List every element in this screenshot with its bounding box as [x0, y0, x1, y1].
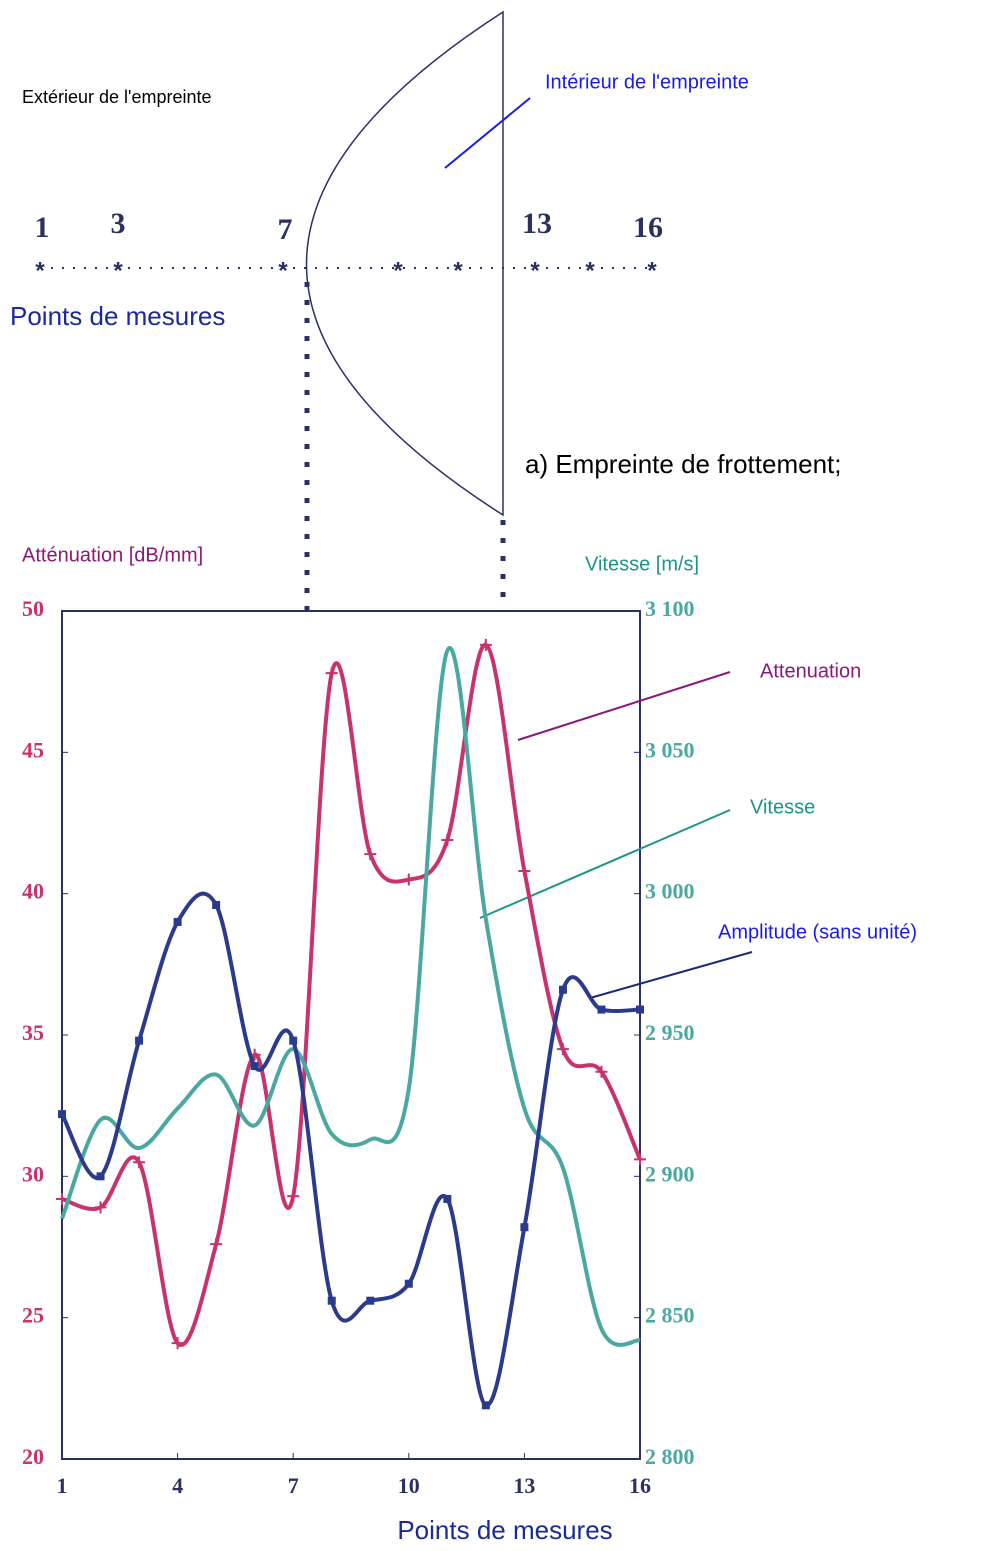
point-number: 13	[522, 207, 552, 240]
inside-label: Intérieur de l'empreinte	[545, 71, 749, 93]
point-marker	[636, 1005, 644, 1014]
x-tick-label: 7	[288, 1473, 299, 1498]
point-marker	[443, 1194, 452, 1203]
point-marker	[518, 865, 531, 878]
x-tick-label: 10	[398, 1473, 420, 1498]
x-axis-title: Points de mesures	[397, 1515, 612, 1545]
point-marker	[481, 1401, 490, 1410]
pointer	[589, 951, 753, 999]
point-marker	[556, 1043, 569, 1056]
point-marker	[135, 1036, 144, 1045]
series-annotation: Amplitude (sans unité)	[718, 921, 917, 943]
point-marker	[212, 900, 221, 909]
point-marker	[287, 1190, 300, 1203]
point-marker	[364, 848, 377, 861]
point-number: 16	[633, 211, 663, 244]
point-marker	[441, 833, 454, 846]
x-tick-label: 16	[629, 1473, 651, 1498]
point-marker	[250, 1062, 259, 1071]
point-marker	[173, 917, 182, 926]
y2-tick-label: 3 000	[645, 879, 695, 904]
asterisk: *	[647, 257, 657, 284]
series-line	[60, 646, 641, 1347]
point-marker	[595, 1065, 608, 1078]
point-marker	[479, 638, 492, 651]
x-tick-label: 1	[57, 1473, 68, 1498]
points-label: Points de mesures	[10, 301, 225, 331]
point-marker	[634, 1153, 646, 1166]
series-line	[60, 891, 641, 1408]
asterisk: *	[113, 257, 123, 284]
point-marker	[558, 985, 567, 994]
point-marker	[58, 1110, 66, 1119]
y-tick-label: 45	[22, 737, 44, 762]
asterisk: *	[585, 257, 595, 284]
point-marker	[366, 1296, 375, 1305]
y-tick-label: 35	[22, 1020, 44, 1045]
point-number: 1	[35, 211, 50, 244]
imprint-shape	[305, 10, 504, 517]
asterisk: *	[35, 257, 45, 284]
y2-tick-label: 3 050	[645, 737, 695, 762]
y-tick-label: 50	[22, 596, 44, 621]
point-marker	[327, 1296, 336, 1305]
y-tick-label: 25	[22, 1303, 44, 1328]
asterisks: * * * * * * * *	[35, 257, 657, 284]
y-tick-label: 40	[22, 879, 44, 904]
series-line	[61, 642, 642, 1347]
pointer	[517, 671, 731, 741]
pointer	[444, 97, 531, 169]
asterisk: *	[393, 257, 403, 284]
point-marker	[210, 1238, 223, 1251]
outside-label: Extérieur de l'empreinte	[22, 87, 212, 107]
point-number: 7	[278, 213, 293, 246]
pointer	[479, 809, 731, 919]
point-marker	[325, 667, 338, 680]
y2-tick-label: 2 900	[645, 1161, 695, 1186]
y2-tick-label: 2 850	[645, 1303, 695, 1328]
series-annotation: Attenuation	[760, 660, 861, 682]
point-marker	[171, 1337, 184, 1350]
y2-tick-label: 3 100	[645, 596, 695, 621]
y-tick-label: 20	[22, 1444, 44, 1469]
point-marker	[520, 1223, 529, 1232]
asterisk: *	[530, 257, 540, 284]
y2-tick-label: 2 800	[645, 1444, 695, 1469]
point-marker	[597, 1005, 606, 1014]
point-marker	[94, 1201, 107, 1214]
point-marker	[402, 873, 415, 886]
series-annotation: Vitesse	[750, 796, 815, 818]
point-marker	[56, 1192, 68, 1205]
y-tick-label: 30	[22, 1161, 44, 1186]
asterisk: *	[453, 257, 463, 284]
y2-tick-label: 2 950	[645, 1020, 695, 1045]
asterisk: *	[278, 257, 288, 284]
point-marker	[96, 1172, 105, 1181]
y-axis-title: Atténuation [dB/mm]	[22, 544, 203, 566]
x-tick-label: 13	[513, 1473, 535, 1498]
y2-axis-title: Vitesse [m/s]	[585, 553, 699, 575]
point-marker	[133, 1156, 146, 1169]
caption: a) Empreinte de frottement;	[525, 449, 841, 479]
point-marker	[289, 1036, 298, 1045]
point-number: 3	[111, 207, 126, 240]
point-marker	[404, 1279, 413, 1288]
x-tick-label: 4	[172, 1473, 183, 1498]
